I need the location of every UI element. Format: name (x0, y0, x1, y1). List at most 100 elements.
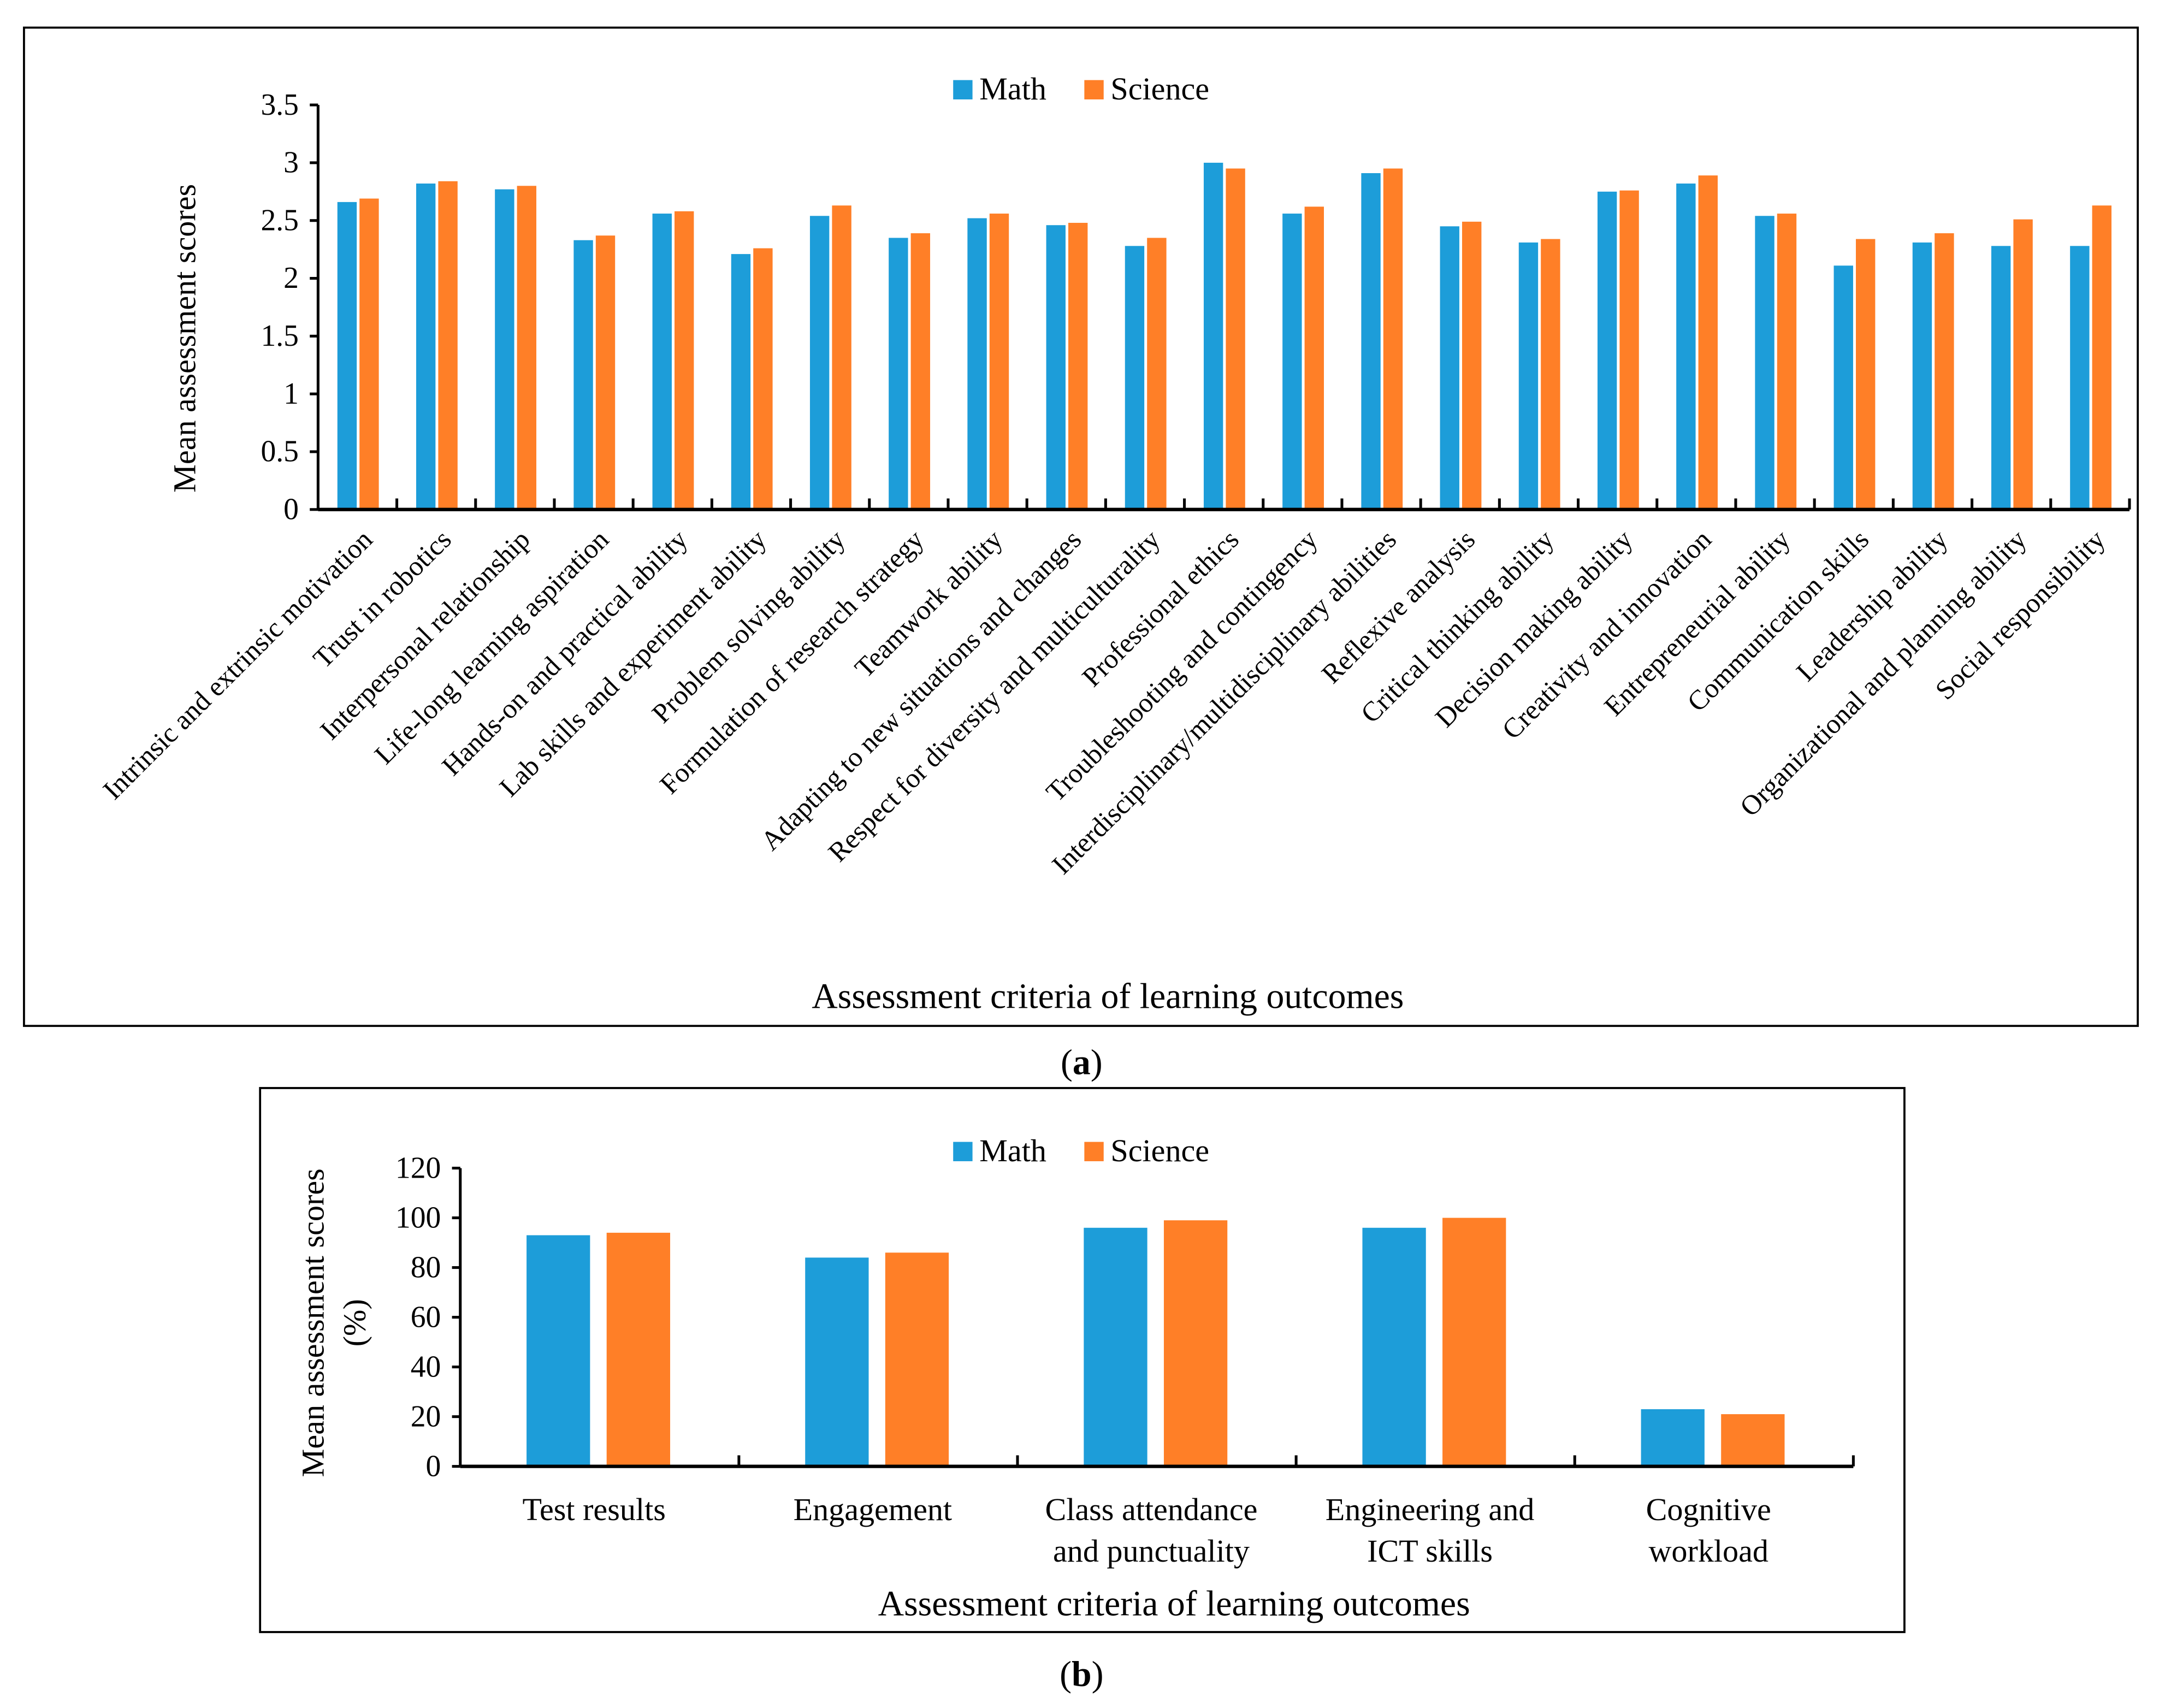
bar-math (1084, 1227, 1147, 1467)
bar-science (1304, 206, 1324, 510)
legend-swatch-math (953, 1142, 973, 1161)
y-tick-label: 0.5 (261, 435, 299, 469)
bar-science (606, 1232, 670, 1467)
y-tick-label: 0 (426, 1449, 441, 1483)
y-tick-label: 1 (283, 377, 299, 411)
bar-science (1226, 168, 1245, 510)
bar-science (2013, 219, 2033, 510)
y-tick-label: 3.5 (261, 88, 299, 122)
x-tick-label: ICT skills (1367, 1533, 1493, 1569)
x-tick-label: Engagement (794, 1492, 953, 1527)
bar-science (832, 205, 851, 510)
y-axis-title: Mean assessment scores (167, 184, 202, 493)
bar-science (1147, 238, 1167, 510)
bar-science (675, 211, 694, 510)
bar-science (1462, 221, 1482, 510)
bar-science (1698, 175, 1718, 510)
bar-math (1362, 1227, 1426, 1467)
bar-science (1721, 1414, 1785, 1467)
bar-science (989, 214, 1009, 510)
bar-math (1676, 184, 1696, 510)
x-tick-label: Engineering and (1326, 1492, 1535, 1527)
bar-science (438, 181, 458, 510)
bar-math (2070, 246, 2090, 510)
y-tick-label: 40 (411, 1350, 441, 1384)
bar-math (337, 202, 357, 510)
bar-math (1991, 246, 2011, 510)
x-tick-label: Organizational and planning ability (1734, 524, 2033, 823)
y-tick-label: 100 (395, 1201, 441, 1234)
y-tick-label: 80 (411, 1250, 441, 1284)
bar-science (517, 186, 536, 510)
bar-science (885, 1252, 949, 1467)
y-tick-label: 0 (283, 492, 299, 526)
legend-swatch-math (953, 80, 973, 100)
bar-math (1440, 226, 1459, 510)
bar-math (416, 184, 436, 510)
legend-swatch-science (1084, 1142, 1104, 1161)
x-tick-label: and punctuality (1053, 1533, 1250, 1569)
chart-b: 0 20 40 60 80 100 120 Test results Engagement Cla… (295, 1133, 1855, 1624)
bar-science (2092, 205, 2111, 510)
x-tick-label: Test results (523, 1492, 666, 1527)
x-tick-label: Cognitive (1646, 1492, 1771, 1527)
bar-math (1203, 162, 1223, 510)
bar-math (652, 214, 672, 510)
x-tick-label: Trust in robotics (307, 524, 457, 674)
bar-math (1912, 242, 1932, 510)
bar-math (1755, 216, 1774, 510)
x-axis-title: Assessment criteria of learning outcomes (878, 1584, 1470, 1624)
y-axis-title: Mean assessment scores (295, 1168, 330, 1477)
bar-math (889, 238, 908, 510)
bar-science (1163, 1220, 1228, 1467)
y-tick-label: 20 (411, 1399, 441, 1433)
bar-science (1619, 190, 1639, 510)
y-axis-title-unit: (%) (336, 1299, 372, 1346)
x-axis-title: Assessment criteria of learning outcomes (812, 976, 1404, 1016)
legend-swatch-science (1084, 80, 1104, 100)
panel-a-frame (23, 26, 2139, 1027)
legend-label-math: Math (979, 71, 1046, 107)
x-tick-label: Teamwork ability (849, 524, 1009, 684)
bar-science (595, 235, 616, 510)
x-tick-label: workload (1648, 1533, 1768, 1569)
bar-math (495, 189, 514, 510)
bar-science (1442, 1218, 1506, 1467)
bar-science (359, 198, 379, 510)
legend-label-science: Science (1110, 1133, 1209, 1168)
bar-math (1641, 1409, 1705, 1467)
y-tick-label: 1.5 (261, 319, 299, 353)
bar-math (1125, 246, 1145, 510)
bar-math (1361, 173, 1381, 510)
bar-math (527, 1235, 590, 1467)
panel-a-caption: (a) (1061, 1043, 1103, 1083)
bar-science (1777, 214, 1797, 510)
bar-math (809, 216, 830, 510)
bar-science (1855, 239, 1876, 510)
bar-science (1935, 233, 1954, 510)
bar-science (910, 233, 930, 510)
bar-science (1068, 222, 1088, 510)
bar-math (1518, 242, 1539, 510)
y-tick-label: 2.5 (261, 203, 299, 237)
bar-math (1833, 265, 1853, 510)
panel-b-frame (259, 1087, 1906, 1633)
bar-math (731, 254, 751, 510)
y-tick-label: 60 (411, 1300, 441, 1334)
bar-science (1541, 239, 1560, 510)
bar-math (805, 1257, 869, 1467)
bar-math (1597, 191, 1617, 510)
x-tick-label: Class attendance (1045, 1492, 1257, 1527)
bar-science (1383, 168, 1403, 510)
bar-math (967, 218, 987, 510)
y-tick-label: 2 (283, 261, 299, 295)
bar-science (753, 248, 773, 510)
panel-b-caption: (b) (1060, 1654, 1103, 1694)
bar-math (1046, 225, 1066, 510)
bar-math (573, 240, 593, 510)
legend-label-science: Science (1110, 71, 1209, 107)
y-tick-label: 120 (395, 1151, 441, 1185)
legend-label-math: Math (979, 1133, 1046, 1168)
